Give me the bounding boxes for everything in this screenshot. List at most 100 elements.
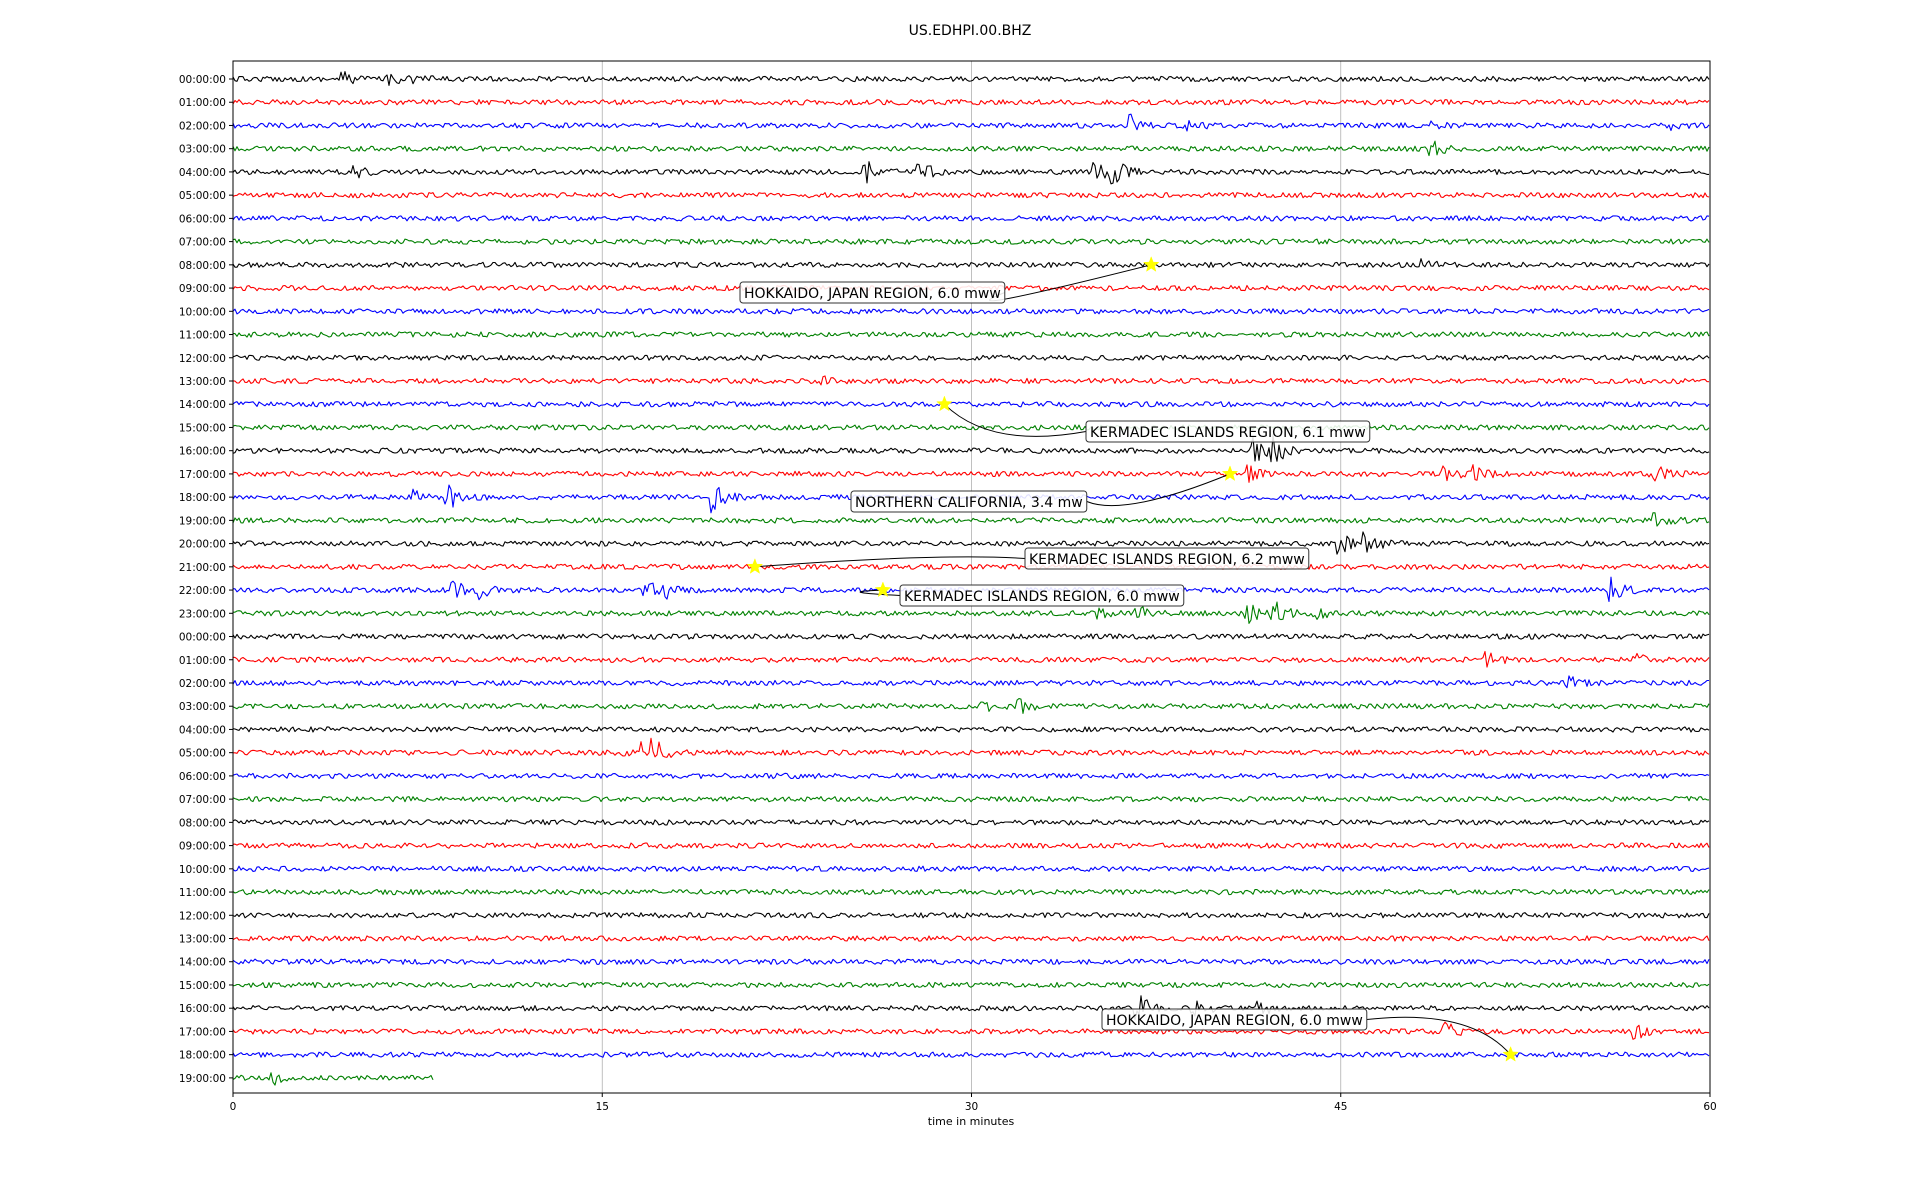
event-label-box bbox=[1024, 547, 1310, 570]
trace-row bbox=[232, 192, 1710, 199]
y-tick-label: 00:00:00 bbox=[179, 74, 226, 86]
event-label-box bbox=[739, 281, 1006, 304]
trace-row bbox=[232, 424, 1710, 431]
y-tick-label: 12:00:00 bbox=[179, 353, 226, 365]
y-tick-label: 11:00:00 bbox=[179, 887, 226, 899]
y-tick-label: 03:00:00 bbox=[179, 701, 226, 713]
event-annotation: KERMADEC ISLANDS REGION, 6.1 mww bbox=[936, 395, 1371, 443]
y-tick-label: 15:00:00 bbox=[179, 422, 226, 434]
trace-row bbox=[232, 795, 1710, 803]
event-label: KERMADEC ISLANDS REGION, 6.2 mww bbox=[1029, 552, 1305, 568]
y-tick-label: 14:00:00 bbox=[179, 399, 226, 411]
event-annotation: NORTHERN CALIFORNIA, 3.4 mw bbox=[850, 465, 1239, 513]
y-tick-label: 05:00:00 bbox=[179, 748, 226, 760]
y-tick-label: 08:00:00 bbox=[179, 817, 226, 829]
event-label-box bbox=[899, 584, 1185, 607]
trace-row bbox=[232, 375, 1710, 386]
y-tick-label: 23:00:00 bbox=[179, 608, 226, 620]
y-tick-label: 03:00:00 bbox=[179, 144, 226, 156]
event-label: HOKKAIDO, JAPAN REGION, 6.0 mww bbox=[1106, 1013, 1363, 1029]
trace-row bbox=[232, 512, 1710, 527]
trace-row bbox=[232, 434, 1710, 463]
trace-row bbox=[232, 958, 1710, 965]
y-tick-label: 13:00:00 bbox=[179, 934, 226, 946]
event-star-marker bbox=[1142, 256, 1160, 272]
chart-title: US.EDHPI.00.BHZ bbox=[909, 23, 1032, 39]
trace-row bbox=[232, 819, 1710, 826]
trace-row bbox=[232, 238, 1710, 245]
trace-row bbox=[232, 772, 1710, 780]
trace-row bbox=[232, 842, 1710, 849]
trace-row bbox=[232, 140, 1710, 157]
y-tick-label: 15:00:00 bbox=[179, 980, 226, 992]
y-tick-label: 09:00:00 bbox=[179, 283, 226, 295]
event-label-box bbox=[1085, 420, 1371, 443]
y-tick-label: 05:00:00 bbox=[179, 190, 226, 202]
x-tick-layer: 0 15 30 45 60 bbox=[230, 1093, 1717, 1113]
trace-row bbox=[232, 71, 1710, 86]
x-tick-label: 15 bbox=[596, 1101, 609, 1113]
y-tick-label: 16:00:00 bbox=[179, 446, 226, 458]
y-tick-label: 14:00:00 bbox=[179, 957, 226, 969]
event-label-box bbox=[1101, 1008, 1368, 1031]
event-label-box bbox=[850, 490, 1088, 513]
y-tick-label: 18:00:00 bbox=[179, 1050, 226, 1062]
event-star-marker bbox=[1502, 1046, 1519, 1062]
annotation-layer: HOKKAIDO, JAPAN REGION, 6.0 mww KERMADEC … bbox=[739, 256, 1519, 1062]
x-axis-label: time in minutes bbox=[928, 1115, 1015, 1128]
y-tick-label: 20:00:00 bbox=[179, 539, 226, 551]
y-tick-label: 22:00:00 bbox=[179, 585, 226, 597]
trace-row bbox=[232, 1021, 1710, 1040]
y-tick-label: 11:00:00 bbox=[179, 330, 226, 342]
y-tick-label: 21:00:00 bbox=[179, 562, 226, 574]
y-tick-label: 06:00:00 bbox=[179, 771, 226, 783]
y-tick-label: 01:00:00 bbox=[179, 655, 226, 667]
trace-row bbox=[232, 308, 1710, 315]
trace-row bbox=[232, 888, 1710, 896]
event-connector bbox=[1366, 1016, 1511, 1056]
trace-row bbox=[232, 113, 1710, 132]
event-star-marker bbox=[746, 558, 764, 574]
y-tick-label: 04:00:00 bbox=[179, 167, 226, 179]
y-tick-label: 18:00:00 bbox=[179, 492, 226, 504]
trace-row bbox=[232, 865, 1710, 872]
x-tick-label: 60 bbox=[1703, 1101, 1716, 1113]
trace-row bbox=[232, 161, 1709, 185]
event-connector bbox=[944, 403, 1087, 437]
y-tick-label: 02:00:00 bbox=[179, 678, 226, 690]
y-tick-layer: 00:00:00 01:00:00 02:00:00 03:00:00 04:00:00… bbox=[179, 74, 233, 1085]
event-connector bbox=[754, 556, 1026, 568]
y-tick-label: 13:00:00 bbox=[179, 376, 226, 388]
y-tick-label: 06:00:00 bbox=[179, 213, 226, 225]
y-tick-label: 02:00:00 bbox=[179, 120, 226, 132]
trace-row bbox=[232, 258, 1710, 268]
y-tick-label: 04:00:00 bbox=[179, 724, 226, 736]
event-star-marker bbox=[874, 581, 892, 598]
trace-row bbox=[232, 675, 1709, 689]
y-tick-label: 12:00:00 bbox=[179, 910, 226, 922]
event-annotation: HOKKAIDO, JAPAN REGION, 6.0 mww bbox=[739, 256, 1160, 304]
grid-layer bbox=[601, 61, 1342, 1093]
trace-row bbox=[232, 1072, 434, 1086]
event-star-marker bbox=[1221, 465, 1239, 481]
trace-row bbox=[232, 531, 1710, 555]
event-star-marker bbox=[936, 395, 953, 412]
y-tick-label: 19:00:00 bbox=[179, 1073, 226, 1085]
y-tick-label: 00:00:00 bbox=[179, 632, 226, 644]
trace-row bbox=[232, 995, 1710, 1021]
x-tick-label: 30 bbox=[965, 1101, 978, 1113]
trace-row bbox=[232, 215, 1710, 222]
trace-row bbox=[232, 563, 1710, 570]
event-label: HOKKAIDO, JAPAN REGION, 6.0 mww bbox=[744, 286, 1001, 302]
y-tick-label: 07:00:00 bbox=[179, 237, 226, 249]
trace-row bbox=[232, 331, 1710, 338]
y-tick-label: 17:00:00 bbox=[179, 1026, 226, 1038]
trace-row bbox=[232, 1051, 1710, 1058]
trace-row bbox=[232, 99, 1710, 106]
trace-row bbox=[232, 935, 1710, 942]
y-tick-label: 10:00:00 bbox=[179, 306, 226, 318]
x-tick-label: 45 bbox=[1334, 1101, 1347, 1113]
trace-row bbox=[232, 737, 1710, 758]
trace-row bbox=[232, 464, 1710, 483]
